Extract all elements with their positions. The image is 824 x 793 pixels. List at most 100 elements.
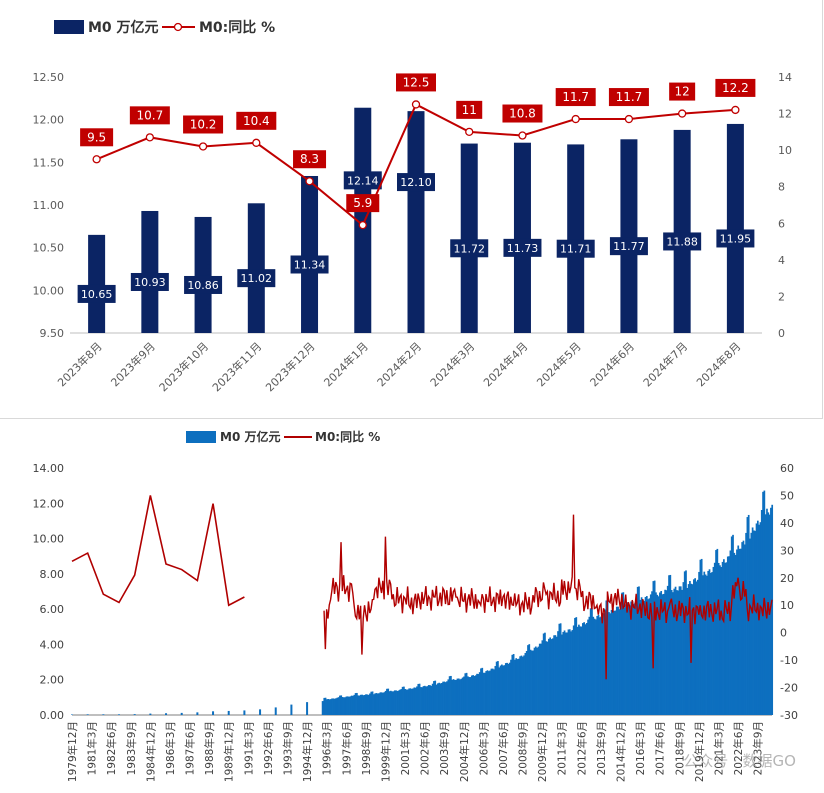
yoy-value-label-bg	[129, 106, 170, 125]
monthly-bar	[692, 579, 695, 715]
x-tick-label: 2017年6月	[654, 721, 667, 775]
monthly-bar	[442, 681, 444, 715]
yoy-value-label: 12.5	[403, 75, 430, 89]
monthly-bar	[726, 556, 729, 715]
bar	[567, 144, 585, 333]
x-tick-label: 2014年12月	[615, 721, 628, 782]
x-tick-label: 2023年9月	[108, 339, 158, 389]
monthly-bar	[525, 650, 528, 715]
monthly-bar	[574, 617, 576, 715]
x-tick-label: 1998年9月	[360, 721, 373, 775]
watermark-text: 公众号 · 数据GO	[683, 752, 796, 770]
monthly-bar	[771, 504, 774, 715]
yoy-annual-line	[71, 495, 245, 607]
x-tick-label: 2011年3月	[556, 721, 569, 775]
monthly-bar	[576, 626, 579, 715]
x-tick-label: 1993年9月	[281, 721, 294, 775]
monthly-bar	[709, 572, 712, 715]
monthly-bar	[549, 637, 552, 715]
monthly-bar	[498, 667, 501, 715]
monthly-bar	[754, 530, 757, 715]
x-tick-label: 2012年6月	[575, 721, 588, 775]
right-axis-tick-label: 6	[778, 217, 785, 230]
x-tick-label: 2021年3月	[712, 721, 725, 775]
bar-value-label: 10.93	[134, 276, 166, 289]
monthly-bar	[613, 610, 616, 715]
right-axis-tick-label: 20	[780, 572, 794, 585]
monthly-bar	[507, 663, 510, 715]
monthly-bar	[554, 635, 557, 715]
monthly-bar	[673, 588, 676, 715]
monthly-bar	[514, 659, 516, 715]
monthly-bar	[453, 679, 456, 715]
monthly-bar	[537, 646, 540, 715]
left-axis-tick-label: 12.00	[33, 497, 65, 510]
left-axis-tick-label: 14.00	[33, 462, 65, 475]
x-tick-label: 1984年12月	[144, 721, 157, 782]
x-tick-label: 2023年10月	[156, 339, 211, 394]
monthly-bar	[562, 631, 565, 715]
right-axis-tick-label: 14	[778, 71, 792, 84]
monthly-bar	[405, 689, 408, 715]
monthly-bar	[591, 607, 593, 715]
monthly-bar	[418, 683, 421, 715]
monthly-bar	[733, 552, 736, 715]
monthly-bar	[439, 683, 442, 715]
x-tick-label: 2002年6月	[419, 721, 432, 775]
yoy-value-label: 10.2	[190, 117, 217, 131]
monthly-bar	[417, 683, 420, 715]
monthly-bar	[601, 612, 604, 715]
monthly-bar	[631, 601, 634, 715]
bar	[407, 111, 425, 333]
monthly-bar	[728, 556, 730, 715]
monthly-bar	[412, 688, 414, 715]
monthly-bar	[572, 625, 575, 715]
monthly-bar	[672, 592, 674, 715]
monthly-bar	[660, 591, 663, 715]
annual-bar	[71, 714, 73, 715]
monthly-bar	[335, 698, 337, 715]
monthly-bar	[476, 673, 478, 715]
x-tick-label: 1997年6月	[340, 721, 353, 775]
monthly-bar	[460, 678, 463, 715]
yoy-value-label-bg	[715, 78, 756, 97]
monthly-bar	[327, 699, 330, 715]
monthly-bar	[421, 687, 424, 715]
monthly-bar	[406, 689, 409, 715]
monthly-bar	[435, 684, 438, 715]
monthly-bar	[585, 623, 588, 715]
monthly-bar	[679, 586, 682, 715]
monthly-bar	[497, 661, 499, 715]
m0-long-history-chart: M0 万亿元 M0:同比 % 0.00 2.00 4.00 6.00 8.00 10.00 12…	[33, 429, 798, 782]
bar-value-label-bg	[609, 237, 648, 256]
monthly-bar	[545, 641, 548, 715]
monthly-bar	[371, 691, 374, 715]
monthly-bar	[463, 676, 465, 715]
monthly-bar	[743, 544, 746, 715]
right-axis-tick-label: -10	[780, 654, 798, 667]
x-tick-label: 2024年8月	[693, 339, 743, 389]
monthly-bar	[477, 674, 480, 715]
monthly-bar	[345, 696, 348, 715]
monthly-bar	[686, 587, 689, 715]
monthly-bar	[706, 575, 708, 715]
x-tick-label: 2022年6月	[732, 721, 745, 775]
monthly-bar	[506, 662, 508, 715]
left-axis-tick-label: 2.00	[40, 674, 65, 687]
legend-bar-swatch	[54, 20, 84, 34]
monthly-bar	[395, 690, 397, 715]
monthly-bar	[602, 613, 605, 715]
monthly-bar	[472, 675, 474, 715]
monthly-bar	[704, 574, 707, 715]
monthly-bar	[524, 653, 527, 715]
annual-bar	[274, 707, 277, 715]
monthly-bar	[610, 609, 613, 715]
monthly-bar	[440, 683, 443, 715]
bar-value-label: 11.02	[241, 272, 273, 285]
monthly-bar	[510, 659, 512, 715]
yoy-point	[518, 131, 527, 140]
monthly-bar	[520, 655, 523, 715]
monthly-bar	[571, 630, 574, 715]
monthly-bar	[581, 623, 584, 715]
bar-value-label: 11.72	[453, 242, 485, 255]
